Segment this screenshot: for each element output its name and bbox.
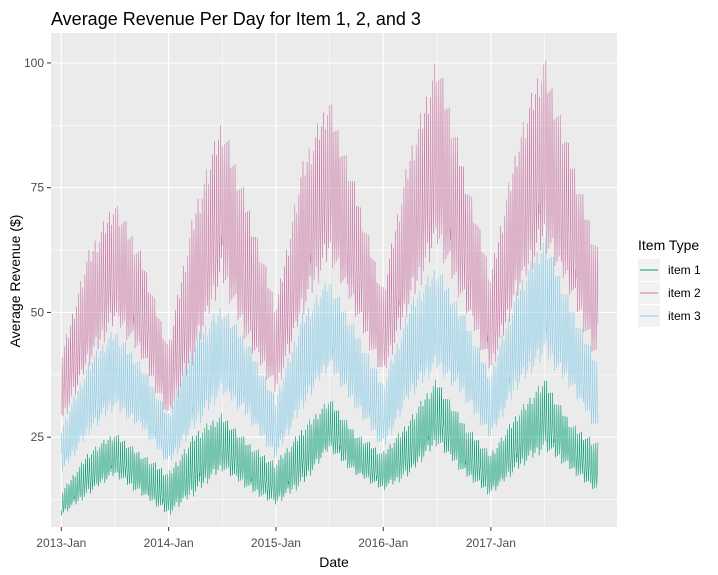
series-line-item-1 xyxy=(61,379,599,516)
x-tick-label: 2017-Jan xyxy=(466,536,516,550)
y-tick-label: 100 xyxy=(24,56,44,70)
y-tick-label: 50 xyxy=(31,305,45,319)
legend-label: item 3 xyxy=(668,309,701,323)
chart-title: Average Revenue Per Day for Item 1, 2, a… xyxy=(51,9,421,29)
legend-title: Item Type xyxy=(638,237,699,253)
series-line-item-2 xyxy=(61,60,599,417)
x-axis: 2013-Jan 2014-Jan 2015-Jan 2016-Jan 2017-Jan xyxy=(36,527,516,550)
x-axis-title: Date xyxy=(319,554,349,570)
y-axis-title: Average Revenue ($) xyxy=(7,215,23,348)
x-tick-label: 2014-Jan xyxy=(144,536,194,550)
legend-items: item 1 item 2 item 3 xyxy=(638,259,701,327)
y-tick-label: 25 xyxy=(31,430,45,444)
legend: Item Type item 1 item 2 item 3 xyxy=(638,237,701,327)
legend-label: item 2 xyxy=(668,286,701,300)
y-tick-label: 75 xyxy=(31,181,45,195)
legend-item: item 1 xyxy=(638,259,701,281)
y-axis: 25 50 75 100 xyxy=(24,56,51,444)
series-line-item-3 xyxy=(61,237,599,472)
x-tick-label: 2016-Jan xyxy=(358,536,408,550)
x-tick-label: 2013-Jan xyxy=(36,536,86,550)
series-layer xyxy=(61,60,599,516)
legend-item: item 3 xyxy=(638,305,701,327)
legend-item: item 2 xyxy=(638,282,701,304)
legend-label: item 1 xyxy=(668,263,701,277)
minor-gridlines xyxy=(51,33,617,527)
x-tick-label: 2015-Jan xyxy=(251,536,301,550)
